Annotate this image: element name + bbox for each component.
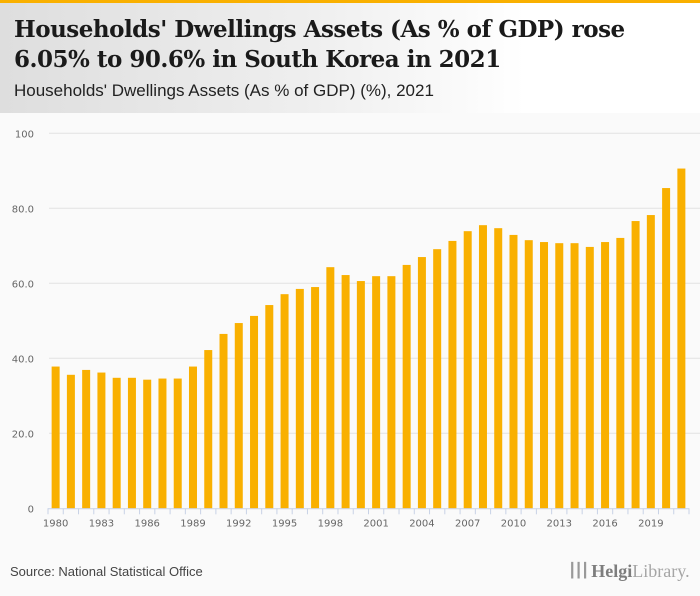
bar-2002[interactable] bbox=[387, 276, 396, 509]
bar-1992[interactable] bbox=[234, 323, 243, 509]
helgi-library-logo-icon: ┃┃┃ bbox=[568, 564, 589, 579]
x-axis: 1980 1983 1986 1989 1992 1995 1998 2001 2004 2007… bbox=[43, 508, 690, 529]
x-tick-label: 2004 bbox=[409, 518, 434, 529]
bar-1989[interactable] bbox=[188, 366, 197, 509]
bar-2015[interactable] bbox=[585, 246, 594, 509]
x-tick-label: 2007 bbox=[455, 518, 480, 529]
bar-1997[interactable] bbox=[311, 287, 320, 509]
x-tick-label: 1989 bbox=[180, 518, 205, 529]
y-tick-label: 100 bbox=[15, 129, 34, 140]
bars bbox=[51, 168, 686, 509]
x-tick-label: 1992 bbox=[226, 518, 251, 529]
bar-1995[interactable] bbox=[280, 294, 289, 509]
bar-1993[interactable] bbox=[250, 315, 259, 509]
y-axis-ticks: 0 20.0 40.0 60.0 80.0 100 bbox=[12, 129, 34, 515]
bar-2008[interactable] bbox=[478, 225, 487, 509]
x-tick-label: 2016 bbox=[592, 518, 617, 529]
y-tick-label: 0 bbox=[28, 504, 34, 515]
x-tick-label: 1986 bbox=[134, 518, 159, 529]
chart-title: Households' Dwellings Assets (As % of GD… bbox=[14, 16, 625, 73]
bar-1983[interactable] bbox=[97, 372, 106, 509]
y-tick-label: 80.0 bbox=[12, 204, 34, 215]
bar-2006[interactable] bbox=[448, 240, 457, 509]
x-tick-label: 2019 bbox=[638, 518, 663, 529]
logo-text-bold: Helgi bbox=[591, 561, 633, 581]
bar-1986[interactable] bbox=[143, 379, 152, 509]
top-accent-bar bbox=[0, 0, 700, 3]
bar-2014[interactable] bbox=[570, 243, 579, 509]
bar-2016[interactable] bbox=[601, 242, 610, 509]
bar-2018[interactable] bbox=[631, 221, 640, 509]
chart-header: Households' Dwellings Assets (As % of GD… bbox=[0, 3, 700, 113]
bar-2012[interactable] bbox=[540, 242, 549, 509]
y-tick-label: 20.0 bbox=[12, 429, 34, 440]
bar-2019[interactable] bbox=[646, 215, 655, 509]
bar-chart: 0 20.0 40.0 60.0 80.0 100 1980 1983 1986 1989 199… bbox=[12, 129, 700, 529]
bar-1990[interactable] bbox=[204, 350, 213, 509]
bar-2010[interactable] bbox=[509, 234, 518, 509]
bar-1984[interactable] bbox=[112, 377, 121, 509]
bar-2001[interactable] bbox=[372, 276, 381, 509]
bar-2011[interactable] bbox=[524, 240, 533, 509]
x-tick-label: 2013 bbox=[547, 518, 572, 529]
bar-2000[interactable] bbox=[356, 281, 365, 509]
bar-2003[interactable] bbox=[402, 264, 411, 509]
bar-1991[interactable] bbox=[219, 333, 228, 509]
bar-1988[interactable] bbox=[173, 378, 182, 509]
source-note: Source: National Statistical Office bbox=[10, 564, 203, 579]
bar-1982[interactable] bbox=[82, 369, 91, 509]
y-tick-label: 40.0 bbox=[12, 354, 34, 365]
bar-1980[interactable] bbox=[51, 366, 60, 509]
bar-1999[interactable] bbox=[341, 275, 350, 509]
bar-2004[interactable] bbox=[417, 257, 426, 509]
bar-2007[interactable] bbox=[463, 231, 472, 509]
x-tick-label: 1995 bbox=[272, 518, 297, 529]
bar-2020[interactable] bbox=[662, 188, 671, 509]
x-tick-label: 1983 bbox=[89, 518, 114, 529]
x-tick-label: 1998 bbox=[318, 518, 343, 529]
helgi-library-logo[interactable]: ┃┃┃ Helgi Library. bbox=[568, 561, 690, 582]
bar-1994[interactable] bbox=[265, 305, 274, 509]
bar-2013[interactable] bbox=[555, 243, 564, 509]
bar-1996[interactable] bbox=[295, 288, 304, 509]
bar-1981[interactable] bbox=[66, 374, 75, 509]
x-tick-label: 1980 bbox=[43, 518, 68, 529]
bar-2005[interactable] bbox=[433, 249, 442, 509]
x-tick-label: 2001 bbox=[363, 518, 388, 529]
logo-text-light: Library. bbox=[632, 561, 690, 581]
bar-2017[interactable] bbox=[616, 237, 625, 509]
bar-2009[interactable] bbox=[494, 228, 503, 509]
chart-subtitle: Households' Dwellings Assets (As % of GD… bbox=[14, 81, 434, 100]
bar-1985[interactable] bbox=[127, 377, 136, 509]
x-tick-label: 2010 bbox=[501, 518, 526, 529]
y-tick-label: 60.0 bbox=[12, 279, 34, 290]
bar-2021[interactable] bbox=[677, 168, 686, 509]
bar-1998[interactable] bbox=[326, 267, 335, 509]
bar-1987[interactable] bbox=[158, 378, 167, 509]
